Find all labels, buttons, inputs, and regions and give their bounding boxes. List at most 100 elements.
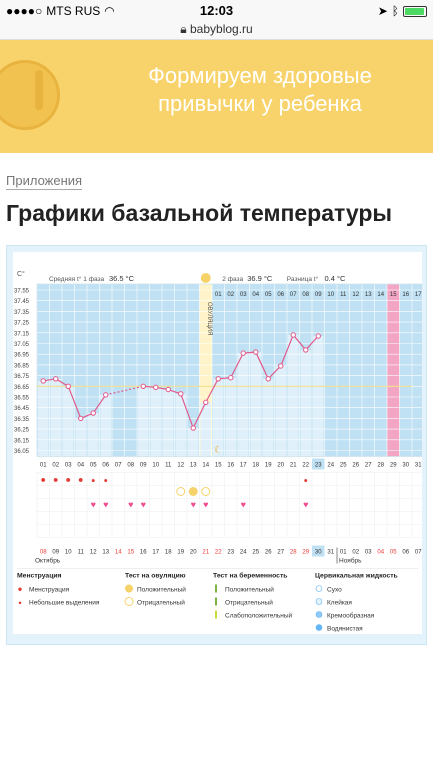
- temp-point: [153, 384, 159, 391]
- top-day-label: 04: [252, 292, 259, 298]
- status-bar: ●●●●○ MTS RUS ◠ 12:03 ➤ ᛒ: [0, 0, 433, 22]
- calendar-date-label: 17: [152, 550, 159, 556]
- cycle-day-label: 22: [302, 463, 309, 469]
- temp-point: [165, 386, 171, 393]
- heart-icon: ♥: [191, 500, 196, 510]
- heart-icon: ♥: [241, 500, 246, 510]
- cycle-day-label: 13: [190, 463, 197, 469]
- legend-item-pregnancy: Слабоположительный: [225, 612, 293, 620]
- location-icon: ➤: [377, 4, 388, 18]
- y-tick-label: 36.85: [14, 363, 30, 369]
- heart-icon: ♥: [203, 500, 208, 510]
- temp-point: [90, 410, 96, 416]
- spoon-icon: [35, 70, 43, 110]
- menstruation-drop-icon: ●: [66, 475, 71, 485]
- legend-cervical-icon: [315, 611, 323, 618]
- temp-point: [253, 349, 259, 355]
- temp-bar: [200, 402, 211, 457]
- temp-bar: [213, 378, 224, 457]
- cycle-day-label: 29: [390, 463, 397, 469]
- legend-title-ovulation: Тест на овуляцию: [125, 573, 186, 580]
- top-day-label: 16: [402, 292, 409, 298]
- y-tick-label: 36.05: [14, 449, 30, 455]
- temp-line-segment: [192, 402, 207, 429]
- temp-bar: [50, 378, 61, 457]
- temp-bar: [225, 377, 236, 457]
- today-date-cell: [312, 545, 325, 557]
- y-tick-label: 36.75: [14, 374, 30, 380]
- calendar-date-label: 14: [115, 550, 122, 556]
- cycle-day-label: 12: [177, 463, 184, 469]
- cycle-day-label: 05: [90, 463, 97, 469]
- temp-line-segment: [230, 352, 244, 379]
- calendar-date-label: 29: [302, 550, 309, 556]
- plate-icon: [0, 60, 60, 130]
- top-day-label: 01: [215, 292, 222, 298]
- y-tick-label: 37.25: [14, 321, 30, 327]
- legend-item-cervical: Кремообразная: [327, 612, 375, 620]
- temp-bar: [138, 386, 149, 457]
- banner-line-1: Формируем здоровые: [148, 63, 372, 88]
- cycle-day-label: 18: [252, 463, 259, 469]
- ovulation-test-icon: [201, 487, 211, 496]
- calendar-date-label: 16: [140, 550, 147, 556]
- calendar-date-label: 18: [165, 550, 172, 556]
- calendar-date-label: 11: [78, 550, 85, 556]
- temp-line-segment: [105, 385, 144, 396]
- temp-bar: [238, 353, 249, 457]
- heart-icon: ♥: [141, 500, 146, 510]
- legend-pregnancy-icon: [215, 597, 217, 606]
- month2-label: Ноябрь: [339, 557, 362, 565]
- legend-title-cervical: Цервикальная жидкость: [315, 573, 398, 580]
- breadcrumb-link[interactable]: Приложения: [6, 173, 83, 190]
- calendar-date-label: 12: [90, 550, 97, 556]
- cycle-day-label: 14: [202, 463, 209, 469]
- temp-line-segment: [255, 351, 269, 380]
- cycle-day-label: 07: [115, 463, 122, 469]
- legend-title-menstruation: Менструация: [17, 573, 62, 580]
- bbt-chart[interactable]: C° Средняя t° 1 фаза 36.5 °C 2 фаза 36.9 °C Р…: [6, 245, 427, 663]
- top-day-label: 11: [340, 292, 347, 298]
- temp-bar: [288, 334, 299, 457]
- calendar-date-label: 24: [240, 550, 247, 556]
- temp-bar: [38, 380, 49, 457]
- top-day-label: 03: [240, 292, 247, 298]
- page-title: Графики базальной температуры: [6, 200, 393, 226]
- legend-item-pregnancy: Положительный: [225, 586, 274, 594]
- y-tick-label: 36.45: [14, 406, 30, 412]
- cycle-day-label: 31: [415, 463, 422, 469]
- legend-item-menstruation: Небольшие выделения: [29, 599, 100, 607]
- temp-point: [78, 415, 84, 422]
- url-text: babyblog.ru: [190, 22, 253, 36]
- diff-value: 0.4 °C: [325, 274, 347, 283]
- temp-point: [190, 425, 196, 431]
- menstruation-drop-icon: ●: [304, 478, 308, 485]
- promo-banner[interactable]: Формируем здоровые привычки у ребенка: [0, 40, 433, 153]
- y-tick-label: 36.15: [14, 438, 30, 444]
- calendar-date-label: 30: [315, 550, 322, 556]
- temp-point: [40, 378, 46, 384]
- cycle-day-label: 15: [215, 463, 222, 469]
- temp-bar: [250, 352, 261, 457]
- legend-ovulation-negative-icon: [124, 597, 134, 606]
- temp-bar: [63, 386, 74, 457]
- calendar-date-label: 07: [415, 550, 422, 556]
- top-day-label: 12: [352, 292, 359, 298]
- temp-line-segment: [292, 334, 307, 351]
- top-day-label: 15: [390, 292, 397, 298]
- legend-cervical-icon: [315, 624, 323, 631]
- diff-label: Разница t°: [287, 275, 319, 283]
- address-bar[interactable]: 🔒︎ babyblog.ru: [0, 22, 433, 40]
- cycle-day-label: 08: [127, 463, 134, 469]
- cycle-day-label: 04: [77, 463, 84, 469]
- calendar-date-label: 01: [340, 550, 347, 556]
- cycle-day-label: 02: [52, 463, 59, 469]
- menstruation-drop-icon: ●: [41, 475, 46, 485]
- top-day-label: 10: [327, 292, 334, 298]
- calendar-date-label: 04: [377, 550, 384, 556]
- calendar-date-label: 05: [390, 550, 397, 556]
- banner-text: Формируем здоровые привычки у ребенка: [95, 62, 425, 118]
- top-day-label: 17: [415, 292, 422, 298]
- carrier: MTS RUS: [46, 4, 101, 18]
- temp-bar: [163, 389, 174, 457]
